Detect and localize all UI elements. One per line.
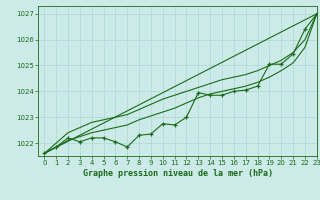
X-axis label: Graphe pression niveau de la mer (hPa): Graphe pression niveau de la mer (hPa): [83, 169, 273, 178]
